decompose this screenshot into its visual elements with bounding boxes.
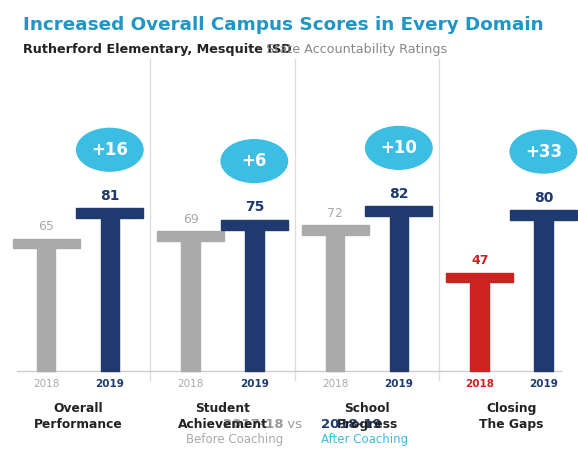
Text: +10: +10	[380, 139, 417, 157]
Text: 2018-19: 2018-19	[321, 418, 381, 432]
Text: Student
Achievement: Student Achievement	[177, 402, 268, 431]
Bar	[470, 283, 489, 371]
Text: 75: 75	[244, 200, 264, 214]
Bar	[510, 210, 577, 220]
Bar	[181, 241, 200, 371]
Ellipse shape	[76, 128, 143, 171]
Text: Rutherford Elementary, Mesquite ISD: Rutherford Elementary, Mesquite ISD	[23, 43, 292, 56]
Bar	[221, 220, 288, 230]
Text: 81: 81	[100, 189, 120, 203]
Bar	[302, 225, 369, 235]
Bar	[326, 235, 344, 371]
Text: vs: vs	[283, 418, 306, 432]
Text: 2019: 2019	[384, 379, 413, 389]
Text: +16: +16	[91, 141, 128, 159]
Bar	[76, 208, 143, 218]
Ellipse shape	[221, 140, 288, 183]
Text: Before Coaching: Before Coaching	[186, 433, 283, 446]
Text: 2019: 2019	[240, 379, 269, 389]
Text: 2018: 2018	[465, 379, 494, 389]
Text: 65: 65	[38, 220, 54, 233]
Bar	[365, 207, 432, 216]
Text: · State Accountability Ratings: · State Accountability Ratings	[254, 43, 447, 56]
Text: 72: 72	[327, 207, 343, 220]
Bar	[101, 218, 119, 371]
Text: +33: +33	[525, 143, 562, 161]
Text: 2018: 2018	[177, 379, 204, 389]
Text: Increased Overall Campus Scores in Every Domain: Increased Overall Campus Scores in Every…	[23, 16, 544, 34]
Ellipse shape	[366, 126, 432, 169]
Text: 47: 47	[471, 254, 488, 267]
Text: 2019: 2019	[529, 379, 558, 389]
Bar	[534, 220, 553, 371]
Bar	[13, 238, 80, 248]
Text: 2018: 2018	[33, 379, 60, 389]
Text: 69: 69	[183, 212, 199, 225]
Text: After Coaching: After Coaching	[321, 433, 408, 446]
Bar	[245, 230, 264, 371]
Text: 2017-18: 2017-18	[223, 418, 283, 432]
Text: 2018: 2018	[322, 379, 349, 389]
Bar	[37, 248, 55, 371]
Bar	[390, 216, 408, 371]
Text: Closing
The Gaps: Closing The Gaps	[479, 402, 544, 431]
Bar	[157, 231, 224, 241]
Text: +6: +6	[242, 152, 267, 170]
Text: 82: 82	[389, 187, 409, 201]
Text: Overall
Performance: Overall Performance	[34, 402, 123, 431]
Text: School
Progress: School Progress	[336, 402, 398, 431]
Bar	[446, 273, 513, 283]
Text: 80: 80	[533, 191, 553, 205]
Text: 2019: 2019	[95, 379, 124, 389]
Ellipse shape	[510, 130, 577, 173]
